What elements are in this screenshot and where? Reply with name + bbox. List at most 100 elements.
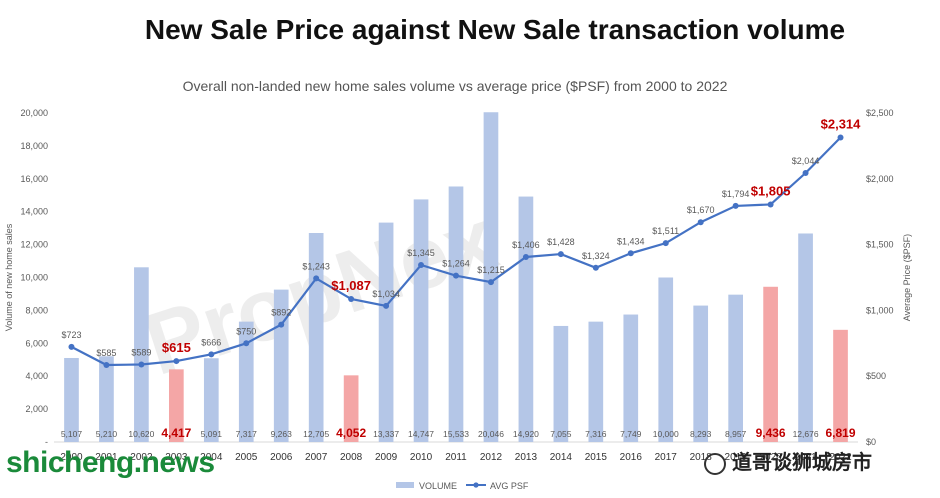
volume-bar [308,233,324,442]
avg-psf-point [208,351,215,358]
volume-bar [238,321,254,442]
avg-psf-point [697,219,704,226]
x-axis-tick-label: 2019 [725,452,748,463]
avg-psf-point [383,302,390,309]
right-axis-tick-label: $500 [866,371,886,381]
avg-psf-data-label: $1,434 [617,236,645,246]
avg-psf-point [138,361,145,368]
left-axis-tick-label: - [45,437,48,447]
volume-data-label: 13,337 [373,429,399,439]
chart-subtitle: Overall non-landed new home sales volume… [182,78,728,94]
avg-psf-data-label: $1,670 [687,205,715,215]
legend-psf-swatch-dot [473,482,479,488]
volume-bar [413,199,429,442]
avg-psf-point [487,279,494,286]
avg-psf-data-label: $1,805 [751,183,791,198]
avg-psf-point [313,275,320,282]
avg-psf-data-label: $1,215 [477,265,505,275]
volume-bar [553,325,569,442]
volume-data-label: 4,417 [161,426,191,440]
right-axis-tick-label: $1,500 [866,240,894,250]
avg-psf-data-label: $2,044 [792,156,820,166]
watermark-channel: 道哥谈狮城房市 [704,446,872,475]
avg-psf-point [348,295,355,302]
x-axis-tick-label: 2006 [270,452,293,463]
volume-data-label: 8,293 [690,429,712,439]
volume-bar [693,305,709,442]
avg-psf-data-label: $1,324 [582,251,610,261]
x-axis-tick-label: 2021 [794,452,817,463]
left-axis-tick-label: 20,000 [20,108,48,118]
volume-data-label: 14,747 [408,429,434,439]
volume-data-label: 7,749 [620,429,642,439]
avg-psf-data-label: $750 [236,326,256,336]
x-axis-tick-label: 2000 [60,452,83,463]
avg-psf-point [453,272,459,279]
volume-data-label: 9,436 [756,426,786,440]
right-axis-tick-label: $2,500 [866,108,894,118]
left-axis-tick-label: 6,000 [25,338,48,348]
x-axis-tick-label: 2001 [95,452,118,463]
avg-psf-point [278,321,285,328]
right-axis-tick-label: $2,000 [866,174,894,184]
wechat-icon [704,452,726,475]
avg-psf-data-label: $1,794 [722,189,750,199]
volume-data-label: 12,705 [303,429,329,439]
x-axis-tick-label: 2004 [200,452,223,463]
legend-psf-label: AVG PSF [490,481,529,491]
volume-data-label: 15,533 [443,429,469,439]
volume-bar [483,112,499,443]
volume-data-label: 8,957 [725,429,747,439]
volume-data-label: 12,676 [793,429,819,439]
left-axis-tick-label: 8,000 [25,305,48,315]
volume-bar [134,267,149,442]
volume-bar [588,321,604,442]
avg-psf-data-label: $1,264 [442,259,470,269]
left-axis-tick-label: 14,000 [20,207,48,217]
avg-psf-data-label: $1,243 [302,261,330,271]
x-axis-tick-label: 2005 [235,452,258,463]
avg-psf-point [627,250,634,257]
volume-data-label: 7,055 [550,429,572,439]
volume-bar [798,233,813,442]
legend-volume-label: VOLUME [419,481,457,491]
volume-bar [623,314,639,442]
x-axis-tick-label: 2009 [375,452,398,463]
volume-bar [64,357,79,442]
x-axis-tick-label: 2013 [515,452,538,463]
x-axis-tick-label: 2002 [130,452,153,463]
volume-data-label: 5,210 [96,429,118,439]
volume-bar [343,375,359,442]
watermark-channel-label: 道哥谈狮城房市 [732,452,872,474]
volume-data-label: 14,920 [513,429,539,439]
volume-bar [169,369,184,442]
right-axis-tick-label: $1,000 [866,305,894,315]
avg-psf-data-label: $1,406 [512,240,540,250]
x-axis-tick-label: 2022 [829,452,852,463]
right-axis-title: Average Price ($PSF) [902,234,912,321]
volume-data-label: 5,107 [61,429,83,439]
x-axis-tick-label: 2020 [759,452,782,463]
volume-data-label: 9,263 [271,429,293,439]
avg-psf-data-label: $1,511 [652,226,679,236]
avg-psf-data-label: $1,034 [372,289,400,299]
avg-psf-data-label: $666 [201,337,221,347]
avg-psf-data-label: $892 [271,308,291,318]
left-axis-tick-label: 12,000 [20,240,48,250]
volume-data-label: 7,316 [585,429,607,439]
avg-psf-point [662,240,669,247]
left-axis-tick-label: 16,000 [20,174,48,184]
avg-psf-point [592,264,599,271]
x-axis-tick-label: 2014 [550,452,573,463]
avg-psf-point [837,134,844,141]
volume-data-label: 10,000 [653,429,679,439]
left-axis-tick-label: 4,000 [25,371,48,381]
legend-volume-swatch [396,482,414,488]
volume-bar [728,294,743,442]
avg-psf-point [68,343,75,350]
avg-psf-data-label: $1,087 [331,278,371,293]
volume-bar [658,277,674,442]
avg-psf-data-label: $585 [96,348,116,358]
volume-bar [763,286,778,442]
